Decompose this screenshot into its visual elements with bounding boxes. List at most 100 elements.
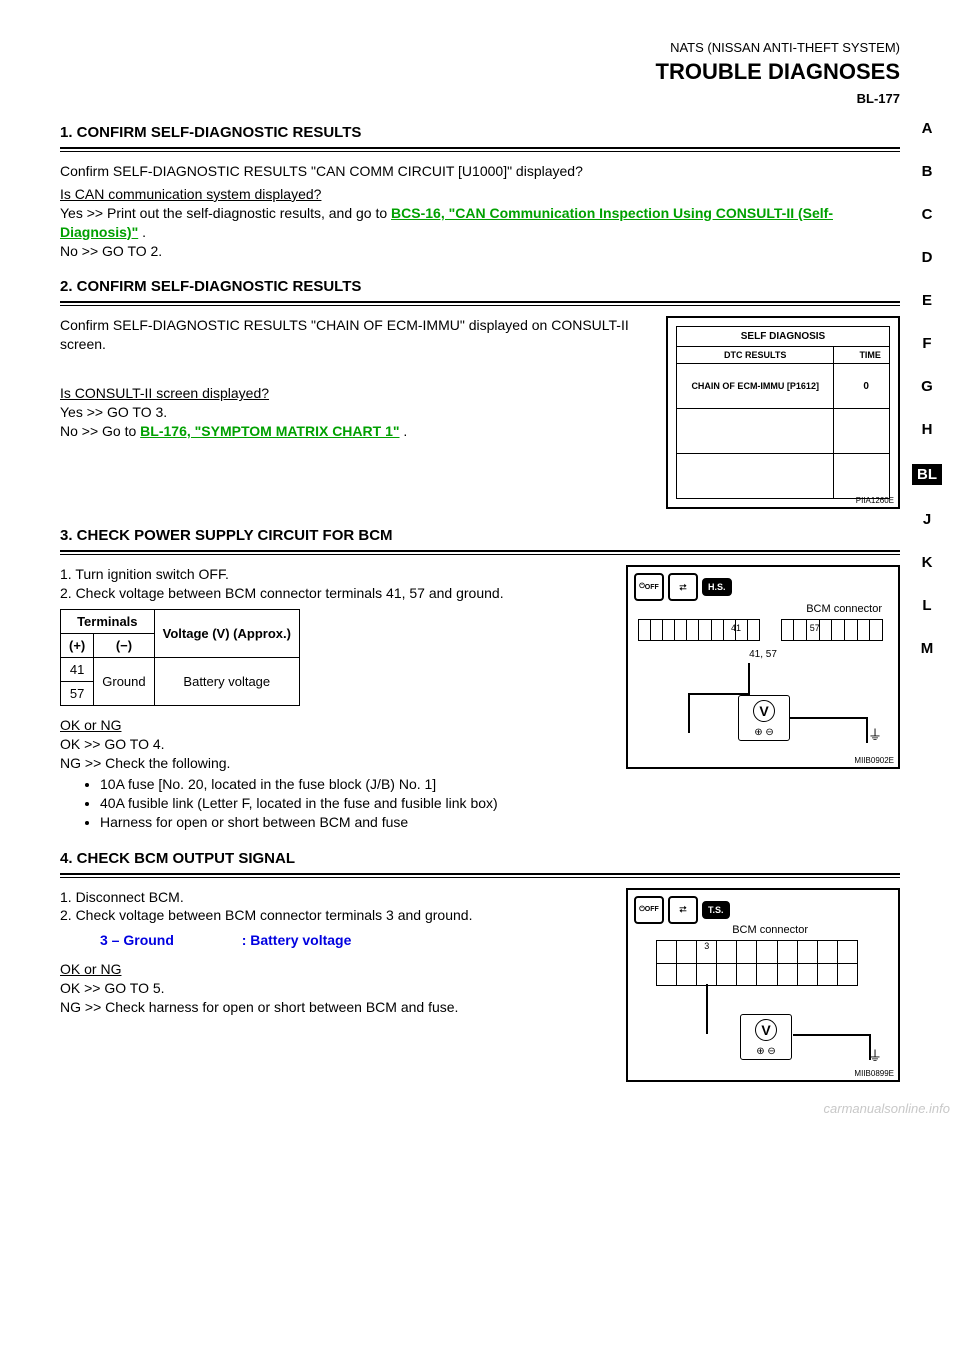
side-tab-k[interactable]: K xyxy=(912,554,942,571)
step3-b2: 40A fusible link (Letter F, located in t… xyxy=(100,794,614,813)
t-r2a: 57 xyxy=(61,682,94,706)
consult-screen: SELF DIAGNOSIS DTC RESULTS TIME CHAIN OF… xyxy=(666,316,900,509)
step4-ok-prefix: OK >> xyxy=(60,980,104,996)
side-tab-a[interactable]: A xyxy=(912,120,942,137)
step2-no-pre: Go to xyxy=(102,423,140,439)
step1-no: No >> GO TO 2. xyxy=(60,242,900,261)
step1-yes: Yes >> Print out the self-diagnostic res… xyxy=(60,204,900,242)
t-h-minus: (−) xyxy=(94,634,154,658)
step4-blue: 3 – Ground : Battery voltage xyxy=(100,931,614,950)
step3-head: 3. CHECK POWER SUPPLY CIRCUIT FOR BCM xyxy=(60,527,900,544)
meter-pm-4: ⊕ ⊖ xyxy=(741,1046,791,1057)
step4-fig-id: MIIB0899E xyxy=(854,1069,894,1078)
t-h-term: Terminals xyxy=(61,610,155,634)
step1-no-prefix: No >> xyxy=(60,243,102,259)
ground-icon: ⏚ xyxy=(868,725,882,745)
step4-l2: 2. Check voltage between BCM connector t… xyxy=(60,906,614,925)
page-title: TROUBLE DIAGNOSES xyxy=(60,59,900,85)
step1-head: 1. CONFIRM SELF-DIAGNOSTIC RESULTS xyxy=(60,124,900,141)
side-tab-j[interactable]: J xyxy=(912,511,942,528)
off-icon-4: ⏻OFF xyxy=(634,896,664,924)
consult-col-dtc: DTC RESULTS xyxy=(677,347,834,363)
step4-ng-text: Check harness for open or short between … xyxy=(105,999,458,1015)
side-tab-l[interactable]: L xyxy=(912,597,942,614)
step3-fig-id: MIIB0902E xyxy=(854,756,894,765)
step4-ng: NG >> Check harness for open or short be… xyxy=(60,998,614,1017)
step3-ng: NG >> Check the following. xyxy=(60,754,614,773)
step4-diagram: ⏻OFF ⮂ T.S. BCM connector 3 xyxy=(626,888,900,1082)
step3-l1: 1. Turn ignition switch OFF. xyxy=(60,565,614,584)
voltmeter-icon-4: V ⊕ ⊖ xyxy=(740,1014,792,1060)
voltmeter-icon: V ⊕ ⊖ xyxy=(738,695,790,741)
side-tab-d[interactable]: D xyxy=(912,249,942,266)
side-tab-e[interactable]: E xyxy=(912,292,942,309)
step1-line1: Confirm SELF-DIAGNOSTIC RESULTS "CAN COM… xyxy=(60,162,900,181)
ts-icon: T.S. xyxy=(702,901,730,919)
step1-yes-prefix: Yes >> xyxy=(60,205,107,221)
step4-okng: OK or NG xyxy=(60,960,614,979)
step2-yes-text: GO TO 3. xyxy=(107,404,167,420)
step3-diagram: ⏻OFF ⮂ H.S. BCM connector 41 57 41 xyxy=(626,565,900,769)
side-tab-b[interactable]: B xyxy=(912,163,942,180)
step3-ok: OK >> GO TO 4. xyxy=(60,735,614,754)
conn-label-4: BCM connector xyxy=(732,924,808,936)
ground-icon-4: ⏚ xyxy=(868,1046,882,1066)
conn-label-3: BCM connector xyxy=(806,603,882,615)
step4-head: 4. CHECK BCM OUTPUT SIGNAL xyxy=(60,850,900,867)
t-h-volt: Voltage (V) (Approx.) xyxy=(154,610,299,658)
side-tab-f[interactable]: F xyxy=(912,335,942,352)
side-tab-c[interactable]: C xyxy=(912,206,942,223)
watermark: carmanualsonline.info xyxy=(824,1101,950,1116)
page-number: BL-177 xyxy=(60,91,900,106)
side-tab-h[interactable]: H xyxy=(912,421,942,438)
step1-yes-text: Print out the self-diagnostic results, a… xyxy=(107,205,391,221)
step3-b1: 10A fuse [No. 20, located in the fuse bl… xyxy=(100,775,614,794)
step2-question: Is CONSULT-II screen displayed? xyxy=(60,384,654,403)
connect-icon: ⮂ xyxy=(668,573,698,601)
step2-yes-prefix: Yes >> xyxy=(60,404,107,420)
step3-ng-prefix: NG >> xyxy=(60,755,105,771)
t-r1a: 41 xyxy=(61,658,94,682)
pin3: 3 xyxy=(697,941,717,963)
step2-head: 2. CONFIRM SELF-DIAGNOSTIC RESULTS xyxy=(60,278,900,295)
meter-v-4: V xyxy=(755,1019,777,1041)
step2-no-prefix: No >> xyxy=(60,423,102,439)
side-tab-bl[interactable]: BL xyxy=(912,464,942,485)
step2-yes: Yes >> GO TO 3. xyxy=(60,403,654,422)
t-val: Battery voltage xyxy=(154,658,299,706)
step3-ng-text: Check the following. xyxy=(105,755,230,771)
step3-table: Terminals Voltage (V) (Approx.) (+) (−) … xyxy=(60,609,300,706)
pins-below: 41, 57 xyxy=(628,649,898,660)
step3-okng: OK or NG xyxy=(60,716,614,735)
step3-l2: 2. Check voltage between BCM connector t… xyxy=(60,584,614,603)
t-h-plus: (+) xyxy=(61,634,94,658)
step2-link[interactable]: BL-176, "SYMPTOM MATRIX CHART 1" xyxy=(140,423,399,439)
off-icon: ⏻OFF xyxy=(634,573,664,601)
consult-title: SELF DIAGNOSIS xyxy=(677,327,889,347)
consult-col-time: TIME xyxy=(834,347,906,363)
consult-fig-id: PIIA1260E xyxy=(856,496,894,505)
step2-no: No >> Go to BL-176, "SYMPTOM MATRIX CHAR… xyxy=(60,422,654,441)
hs-icon: H.S. xyxy=(702,578,732,596)
header-subtitle: NATS (NISSAN ANTI-THEFT SYSTEM) xyxy=(60,40,900,55)
pin41: 41 xyxy=(731,623,741,633)
side-tab-g[interactable]: G xyxy=(912,378,942,395)
blue-a: 3 – Ground xyxy=(100,932,174,948)
step4-ng-prefix: NG >> xyxy=(60,999,105,1015)
step1-period: . xyxy=(142,224,146,240)
pin57: 57 xyxy=(810,623,820,633)
disconnect-icon: ⮂ xyxy=(668,896,698,924)
step3-ok-text: GO TO 4. xyxy=(104,736,164,752)
step1-no-text: GO TO 2. xyxy=(102,243,162,259)
step1-question: Is CAN communication system displayed? xyxy=(60,185,900,204)
consult-row1-dtc: CHAIN OF ECM-IMMU [P1612] xyxy=(677,364,834,408)
step3-ok-prefix: OK >> xyxy=(60,736,104,752)
step4-l1: 1. Disconnect BCM. xyxy=(60,888,614,907)
side-tab-m[interactable]: M xyxy=(912,640,942,657)
consult-row1-time: 0 xyxy=(834,364,898,408)
step3-b3: Harness for open or short between BCM an… xyxy=(100,813,614,832)
t-r1b: Ground xyxy=(94,658,154,706)
blue-b: : Battery voltage xyxy=(242,932,352,948)
step2-no-period: . xyxy=(403,423,407,439)
meter-v: V xyxy=(753,700,775,722)
